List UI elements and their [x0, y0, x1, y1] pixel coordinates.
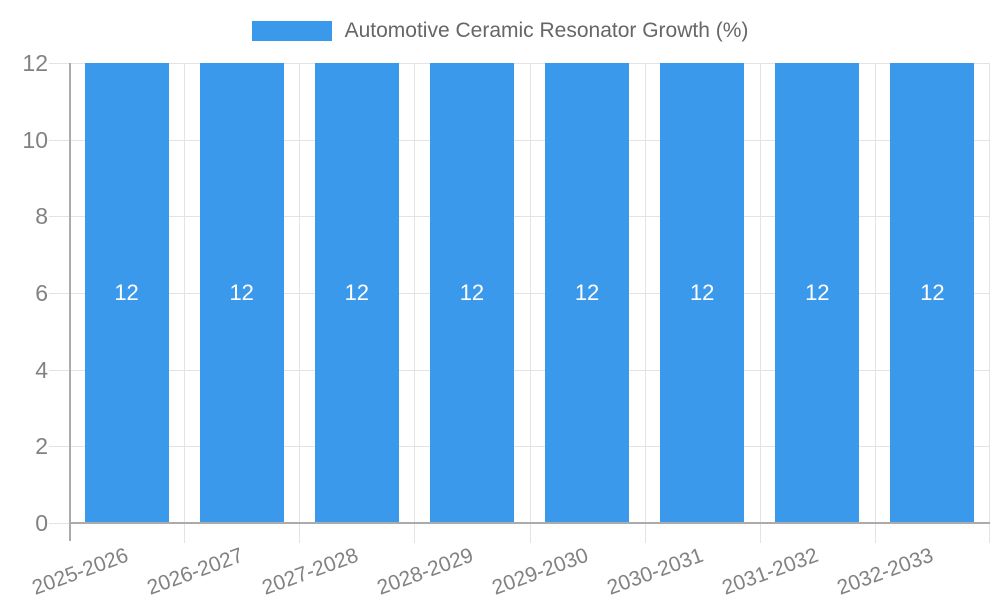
gridline-h-6 — [69, 293, 990, 294]
x-tick-label: 2027-2028 — [258, 543, 361, 600]
gridline-v — [414, 63, 415, 543]
bar-slot: 12 — [414, 63, 529, 523]
legend-item[interactable]: Automotive Ceramic Resonator Growth (%) — [0, 18, 1000, 44]
y-tick-label: 6 — [35, 280, 48, 306]
bar-series: 12 12 12 12 12 — [69, 63, 990, 523]
tick-mark-y — [49, 446, 69, 447]
bar-slot: 12 — [875, 63, 990, 523]
tick-mark-y — [49, 140, 69, 141]
gridline-v — [645, 63, 646, 543]
gridline-v — [530, 63, 531, 543]
bar-slot: 12 — [69, 63, 184, 523]
bar-2025-2026[interactable]: 12 — [84, 63, 169, 523]
x-tick-label: 2029-2030 — [488, 543, 591, 600]
bar-2031-2032[interactable]: 12 — [775, 63, 860, 523]
bar-slot: 12 — [760, 63, 875, 523]
tick-mark-y — [49, 523, 69, 524]
bar-2032-2033[interactable]: 12 — [890, 63, 975, 523]
gridline-v — [875, 63, 876, 543]
gridline-h-2 — [69, 446, 990, 447]
y-tick-label: 0 — [35, 510, 48, 536]
tick-mark-y — [49, 370, 69, 371]
x-tick-label: 2030-2031 — [603, 543, 706, 600]
y-tick-label: 8 — [35, 203, 48, 229]
y-tick-label: 10 — [22, 127, 48, 153]
x-tick-label: 2028-2029 — [373, 543, 476, 600]
bar-value-label: 12 — [229, 280, 254, 305]
bar-slot: 12 — [184, 63, 299, 523]
bar-value-label: 12 — [459, 280, 485, 305]
bar-slot: 12 — [645, 63, 760, 523]
gridline-v — [299, 63, 300, 543]
bar-value-label: 12 — [114, 280, 139, 305]
bar-2026-2027[interactable]: 12 — [199, 63, 284, 523]
bar-2028-2029[interactable]: 12 — [429, 63, 514, 523]
bar-value-label: 12 — [574, 280, 600, 305]
legend-swatch-icon — [251, 21, 332, 41]
gridline-v — [184, 63, 185, 543]
x-tick-label: 2025-2026 — [28, 543, 131, 600]
bar-2030-2031[interactable]: 12 — [660, 63, 745, 523]
x-tick-label: 2031-2032 — [718, 543, 821, 600]
tick-mark-y — [49, 216, 69, 217]
bar-slot: 12 — [530, 63, 645, 523]
bar-2029-2030[interactable]: 12 — [545, 63, 630, 523]
y-tick-label: 2 — [35, 433, 48, 459]
y-tick-label: 12 — [22, 50, 48, 76]
gridline-h-10 — [69, 140, 990, 141]
gridline-h-4 — [69, 370, 990, 371]
gridline-h-12 — [69, 63, 990, 64]
x-axis-line — [69, 522, 990, 524]
tick-mark-y — [49, 63, 69, 64]
gridline-v — [989, 63, 990, 543]
bar-slot: 12 — [299, 63, 414, 523]
bar-value-label: 12 — [920, 280, 945, 305]
gridline-v — [760, 63, 761, 543]
gridline-h-8 — [69, 216, 990, 217]
y-axis-line — [69, 63, 71, 541]
bar-value-label: 12 — [344, 280, 370, 305]
plot-area: 12 12 12 12 12 — [49, 63, 990, 543]
x-tick-label: 2026-2027 — [143, 543, 246, 600]
y-tick-label: 4 — [35, 357, 48, 383]
legend-label: Automotive Ceramic Resonator Growth (%) — [344, 19, 749, 42]
bar-2027-2028[interactable]: 12 — [314, 63, 399, 523]
tick-mark-y — [49, 293, 69, 294]
x-tick-label: 2032-2033 — [833, 543, 936, 600]
bar-value-label: 12 — [689, 280, 715, 305]
bar-value-label: 12 — [805, 280, 830, 305]
